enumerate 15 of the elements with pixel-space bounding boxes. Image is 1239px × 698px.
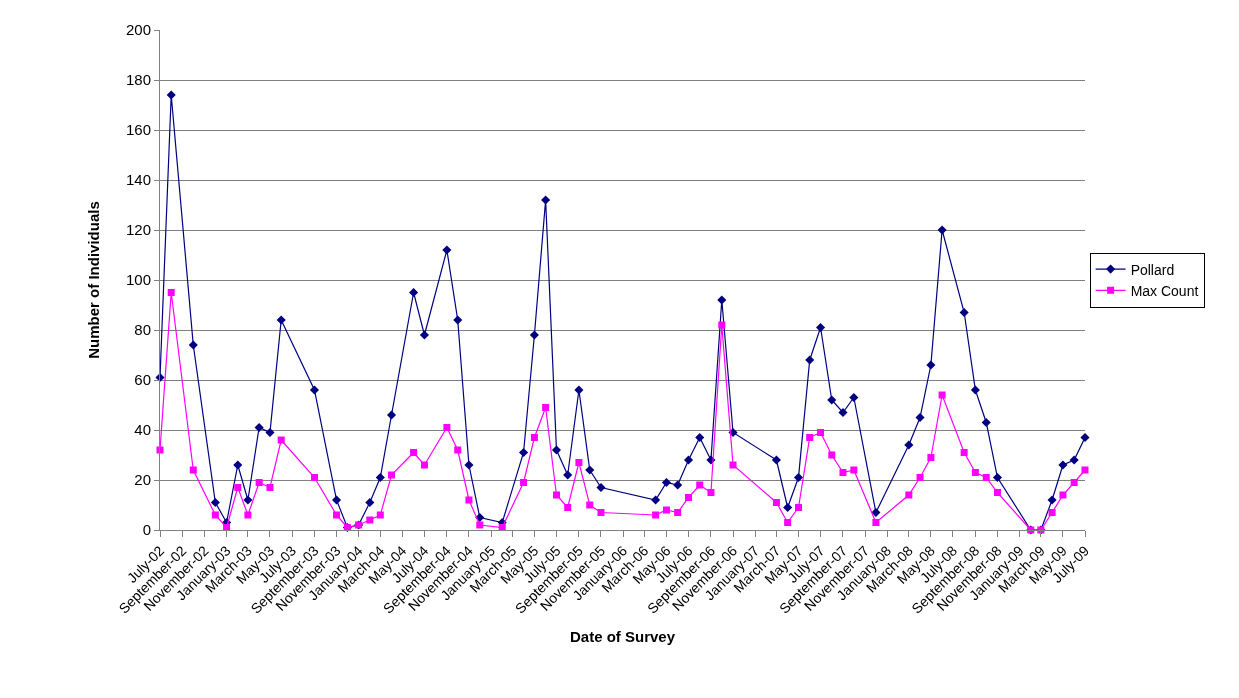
y-tick-label: 40	[134, 421, 151, 439]
legend-label: Max Count	[1130, 282, 1199, 299]
y-tick-label: 140	[125, 171, 151, 189]
y-tick-label: 160	[125, 121, 151, 139]
y-tick-label: 0	[142, 521, 151, 539]
y-tick-label: 120	[125, 221, 151, 239]
y-tick-label: 100	[125, 271, 151, 289]
y-tick-label: 200	[125, 21, 151, 39]
y-tick-label: 20	[134, 471, 151, 489]
y-tick-label: 80	[134, 321, 151, 339]
y-tick-label: 180	[125, 71, 151, 89]
y-tick-label: 60	[134, 371, 151, 389]
y-axis-title: Number of Individuals	[85, 201, 103, 359]
x-axis-title: Date of Survey	[569, 627, 676, 645]
legend-label: Pollard	[1130, 261, 1175, 278]
